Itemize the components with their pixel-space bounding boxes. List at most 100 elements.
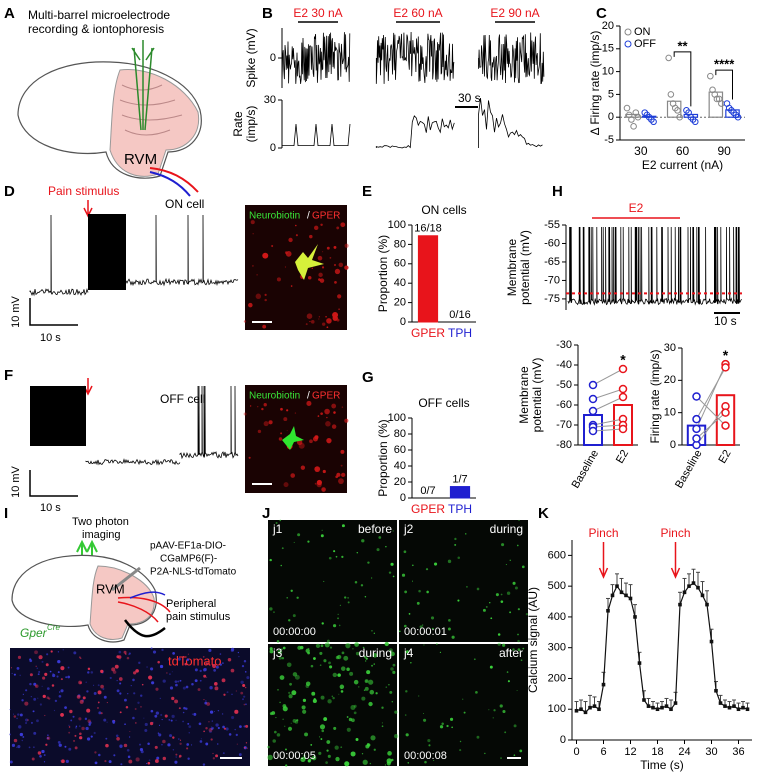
texture <box>117 655 122 659</box>
data-point <box>628 116 635 123</box>
texture <box>276 733 281 737</box>
y-tick-label: -70 <box>544 274 560 286</box>
texture <box>499 704 503 708</box>
texture <box>292 614 296 618</box>
texture <box>256 274 258 276</box>
texture <box>337 294 342 299</box>
texture <box>279 675 285 680</box>
texture <box>352 648 354 650</box>
texture <box>300 465 306 470</box>
texture <box>418 589 421 593</box>
data-point <box>664 704 669 708</box>
panel-label: C <box>596 5 607 22</box>
texture <box>118 650 122 654</box>
texture <box>116 689 120 693</box>
y-axis-label: Membrane <box>505 238 519 296</box>
texture <box>74 734 77 737</box>
texture <box>273 611 275 613</box>
data-point <box>660 705 664 710</box>
texture <box>204 701 208 705</box>
texture <box>390 562 394 566</box>
texture <box>338 262 344 268</box>
texture <box>423 718 427 722</box>
arrow <box>149 171 191 197</box>
texture <box>140 706 142 708</box>
texture <box>243 703 246 706</box>
y-tick-label: -50 <box>556 379 572 391</box>
y-tick-label: 0 <box>400 316 406 328</box>
texture <box>517 608 520 611</box>
cell-label: OFF cell <box>160 392 205 406</box>
stimulus-label: pain stimulus <box>166 611 231 623</box>
brainstem <box>109 68 200 177</box>
texture <box>243 320 247 323</box>
t-scale: 10 s <box>40 332 61 344</box>
frame <box>268 520 397 642</box>
texture <box>169 734 173 738</box>
texture <box>367 561 370 564</box>
texture <box>19 732 24 737</box>
texture <box>44 714 46 717</box>
y-tick-label: 500 <box>548 580 566 592</box>
texture <box>46 736 50 740</box>
texture <box>408 613 411 615</box>
texture <box>16 717 18 720</box>
texture <box>282 646 286 650</box>
texture <box>210 738 213 741</box>
texture <box>505 563 507 566</box>
data-point <box>588 705 592 710</box>
texture <box>175 683 178 687</box>
texture <box>269 712 273 716</box>
texture <box>257 406 259 408</box>
texture <box>202 668 207 672</box>
x-tick-label: 24 <box>678 746 690 758</box>
texture <box>30 696 32 698</box>
arrow <box>149 167 199 193</box>
texture <box>187 653 189 655</box>
texture <box>332 312 339 319</box>
texture <box>238 753 242 757</box>
value-label: 0/16 <box>449 309 470 321</box>
data-point <box>651 705 655 710</box>
texture <box>128 736 131 738</box>
texture <box>269 649 274 654</box>
texture <box>114 664 119 669</box>
texture <box>288 619 291 622</box>
texture <box>81 726 85 731</box>
texture <box>9 760 13 764</box>
texture <box>322 251 324 253</box>
texture <box>313 225 319 231</box>
texture <box>333 245 337 249</box>
texture <box>112 670 117 674</box>
texture <box>288 694 293 699</box>
scale-bar <box>29 298 78 326</box>
texture <box>135 722 137 724</box>
texture <box>188 732 190 734</box>
texture <box>321 487 326 492</box>
texture <box>25 718 29 722</box>
x-tick-label: TPH <box>448 502 472 516</box>
texture <box>18 725 22 729</box>
trace <box>281 31 545 84</box>
texture <box>124 698 127 702</box>
texture <box>393 734 399 739</box>
y-axis-label: Rate <box>231 111 245 137</box>
y-tick-label: 15 <box>602 43 614 55</box>
data-point <box>579 707 583 712</box>
data-point <box>618 424 628 434</box>
data-point <box>692 414 701 424</box>
y-axis-label: Proportion (%) <box>376 235 390 312</box>
texture <box>202 656 205 658</box>
data-point <box>736 707 741 712</box>
texture <box>249 405 252 407</box>
data-point <box>673 701 678 705</box>
texture <box>202 763 206 766</box>
labeled-cell <box>282 426 304 450</box>
texture <box>159 697 162 700</box>
texture <box>177 680 180 683</box>
texture <box>48 697 51 700</box>
texture <box>79 725 81 727</box>
data-point <box>691 118 699 126</box>
cerebellum-folds <box>119 84 183 136</box>
texture <box>333 411 336 414</box>
